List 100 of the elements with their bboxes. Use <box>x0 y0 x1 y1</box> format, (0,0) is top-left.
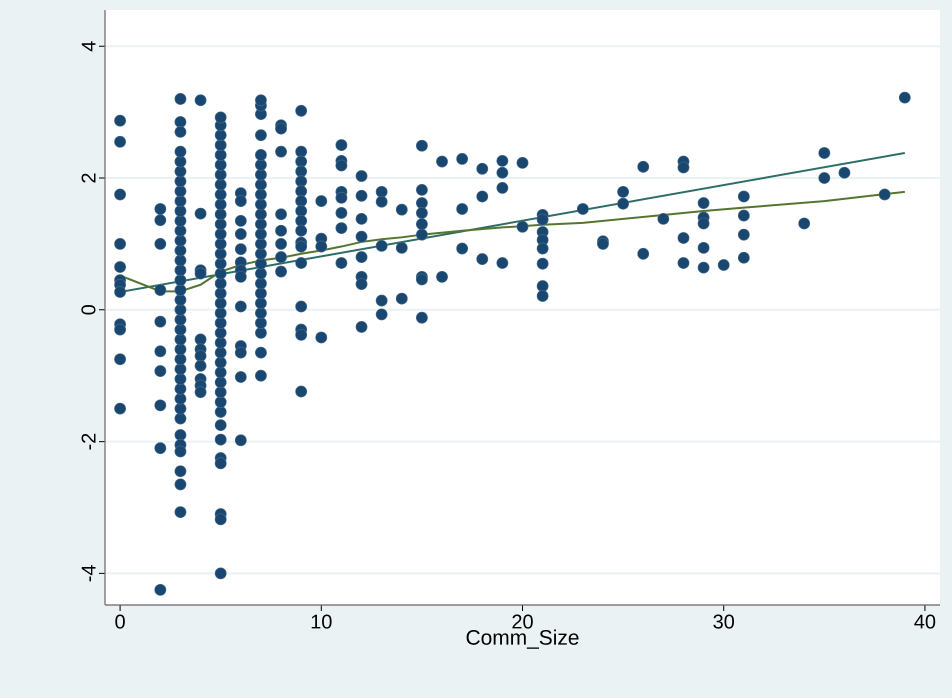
point <box>336 222 348 234</box>
point <box>416 184 428 196</box>
point <box>174 294 186 306</box>
point <box>214 346 227 359</box>
point <box>275 238 287 250</box>
point <box>336 207 348 219</box>
point <box>878 188 891 200</box>
point <box>255 248 267 260</box>
x-tick-label: 10 <box>312 614 332 629</box>
point <box>114 114 126 127</box>
point <box>234 228 247 240</box>
point <box>214 567 227 580</box>
point <box>255 129 267 142</box>
point <box>114 188 126 200</box>
point <box>295 328 308 341</box>
point <box>295 195 308 207</box>
point <box>255 346 267 359</box>
point <box>698 242 710 254</box>
point <box>114 286 126 298</box>
point <box>214 178 227 191</box>
point <box>356 321 368 333</box>
point <box>798 218 810 230</box>
point <box>255 198 267 210</box>
point <box>234 346 247 359</box>
point <box>536 258 549 270</box>
point <box>295 386 308 398</box>
point <box>295 175 308 188</box>
y-tick-label: 0 <box>81 305 96 315</box>
point <box>416 312 428 324</box>
point <box>214 208 227 220</box>
point <box>818 147 830 159</box>
point <box>154 345 166 358</box>
x-tick-label: 20 <box>512 614 533 629</box>
point <box>255 297 267 310</box>
point <box>194 268 206 280</box>
point <box>214 396 227 408</box>
point <box>174 392 186 405</box>
point <box>356 190 368 202</box>
point <box>174 234 186 247</box>
point <box>295 205 308 217</box>
point <box>476 162 488 175</box>
point <box>174 116 186 128</box>
point <box>496 154 508 167</box>
point <box>214 139 227 151</box>
point <box>295 257 308 269</box>
point <box>174 175 186 188</box>
point <box>637 248 650 260</box>
point <box>678 232 690 244</box>
point <box>295 185 308 198</box>
point <box>295 300 308 312</box>
point <box>295 224 308 237</box>
point <box>536 214 549 226</box>
point <box>174 506 186 518</box>
point <box>174 478 186 490</box>
point <box>154 365 166 377</box>
point <box>576 203 589 215</box>
point <box>214 419 227 432</box>
point <box>496 257 508 269</box>
point <box>234 214 247 227</box>
point <box>214 326 227 339</box>
point <box>154 399 166 412</box>
point <box>214 434 227 446</box>
point <box>174 166 186 178</box>
point <box>234 371 247 383</box>
point <box>214 317 227 329</box>
point <box>255 370 267 382</box>
point <box>376 308 388 320</box>
point <box>396 292 408 304</box>
point <box>536 290 549 302</box>
point <box>536 280 549 292</box>
point <box>214 129 227 142</box>
point <box>376 186 388 198</box>
point <box>174 353 186 366</box>
point <box>738 210 750 222</box>
point <box>597 238 609 250</box>
point <box>275 146 287 158</box>
point <box>436 270 448 283</box>
point <box>174 126 186 138</box>
point <box>255 158 267 171</box>
point <box>214 376 227 388</box>
point <box>114 324 126 336</box>
point <box>114 353 126 366</box>
point <box>295 214 308 227</box>
point <box>255 307 267 319</box>
point <box>255 238 267 250</box>
point <box>376 240 388 252</box>
point <box>738 228 750 241</box>
x-tick-label: 0 <box>115 614 125 629</box>
point <box>174 284 186 296</box>
point <box>174 93 186 105</box>
point <box>496 166 508 179</box>
point <box>295 240 308 252</box>
point <box>174 224 186 237</box>
point <box>174 382 186 395</box>
point <box>174 412 186 424</box>
point <box>214 336 227 349</box>
point <box>657 212 670 225</box>
point <box>456 153 468 165</box>
point <box>838 166 850 179</box>
point <box>214 198 227 210</box>
